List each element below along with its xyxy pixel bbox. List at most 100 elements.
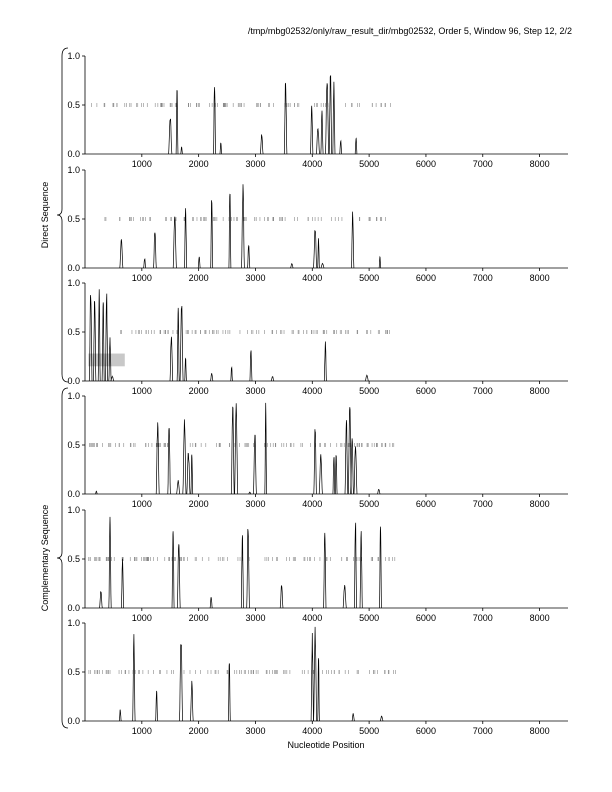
peak-trace [270,376,275,382]
peak-trace [283,82,288,155]
y-tick-label: 1.0 [67,391,80,401]
peak-trace [182,419,187,495]
peak-trace [230,366,233,382]
x-tick-label: 6000 [416,273,436,283]
x-tick-label: 1000 [132,159,152,169]
peak-trace [248,491,252,495]
x-tick-label: 1000 [132,499,152,509]
x-tick-label: 7000 [473,273,493,283]
x-axis-title: Nucleotide Position [287,740,364,750]
y-tick-label: 0.5 [67,554,80,564]
chart-panel-5: 0.0 0.5 1.0 1000 2000 3000 4000 5000 6000 7000 800… [67,505,568,623]
peak-trace [169,336,174,382]
peak-trace [379,526,382,609]
y-tick-label: 0.0 [67,489,80,499]
peak-trace [313,429,317,495]
chart-panel-4: 0.0 0.5 1.0 1000 2000 3000 4000 5000 6000 7000 800… [67,391,568,509]
peak-trace [241,184,245,269]
peak-trace [93,301,97,382]
peak-trace [155,422,160,495]
y-tick-label: 0.5 [67,100,80,110]
peak-trace [364,374,369,382]
bracket-direct [56,47,69,383]
x-tick-label: 2000 [189,386,209,396]
peak-trace [350,438,354,495]
peak-trace [175,90,179,155]
x-tick-label: 2000 [189,499,209,509]
peak-trace [209,597,213,609]
peak-trace [167,428,171,495]
peak-trace [247,244,251,269]
chart-panel-6: 0.0 0.5 1.0 1000 2000 3000 4000 5000 6000 7000 800… [67,618,568,736]
peak-trace [210,200,214,269]
x-tick-label: 2000 [189,159,209,169]
peak-trace [132,634,136,722]
peak-trace [317,238,320,269]
peak-trace [184,208,188,269]
peak-trace [197,256,201,269]
peak-trace [313,230,318,269]
x-tick-label: 7000 [473,726,493,736]
peak-trace [176,307,180,382]
peak-trace [379,715,384,722]
peak-trace [184,357,187,382]
x-tick-label: 3000 [245,273,265,283]
y-tick-label: 0.0 [67,263,80,273]
peak-trace [153,232,157,269]
peak-trace [108,516,112,609]
y-tick-label: 0.0 [67,376,80,386]
peak-trace [180,146,183,155]
x-tick-label: 7000 [473,613,493,623]
peak-trace [179,644,183,722]
peak-trace [317,658,320,722]
x-tick-label: 5000 [359,499,379,509]
peak-trace [354,137,358,155]
peak-trace [318,454,323,495]
y-tick-label: 0.5 [67,214,80,224]
complementary-sequence-label: Complementary Sequence [40,505,50,612]
peak-trace [313,626,318,722]
peak-trace [325,83,330,155]
peak-trace [323,532,327,609]
peak-trace [219,142,223,155]
peak-trace [332,457,336,495]
x-tick-label: 7000 [473,499,493,509]
peak-trace [279,585,284,609]
peak-trace [118,709,122,722]
peak-trace [316,127,320,155]
x-tick-label: 1000 [132,726,152,736]
gray-highlight-box [88,353,125,367]
peak-trace [190,680,194,722]
peak-trace [99,591,103,609]
peak-trace [344,420,349,495]
y-tick-label: 0.0 [67,603,80,613]
x-tick-label: 4000 [302,726,322,736]
peak-trace [155,690,158,722]
peak-trace [310,632,314,722]
peak-trace [143,258,147,269]
x-tick-label: 6000 [416,613,436,623]
peak-trace [88,294,93,382]
x-tick-label: 3000 [245,613,265,623]
x-tick-label: 5000 [359,159,379,169]
y-tick-label: 1.0 [67,618,80,628]
peak-trace [328,75,333,155]
y-tick-label: 1.0 [67,278,80,288]
x-tick-label: 7000 [473,386,493,396]
peak-trace [210,373,214,382]
peak-trace [260,134,264,155]
peak-trace [347,407,352,495]
x-tick-label: 8000 [530,613,550,623]
peak-trace [323,341,327,382]
bracket-complementary [56,387,69,729]
x-tick-label: 4000 [302,499,322,509]
peak-trace [119,239,124,269]
chart-panel-3: 0.0 0.5 1.0 1000 2000 3000 4000 5000 6000 7000 800… [67,278,568,396]
peak-trace [179,305,184,382]
peak-trace [230,406,235,495]
peak-trace [228,193,232,269]
peak-trace [353,446,358,495]
x-tick-label: 6000 [416,386,436,396]
x-tick-label: 1000 [132,273,152,283]
